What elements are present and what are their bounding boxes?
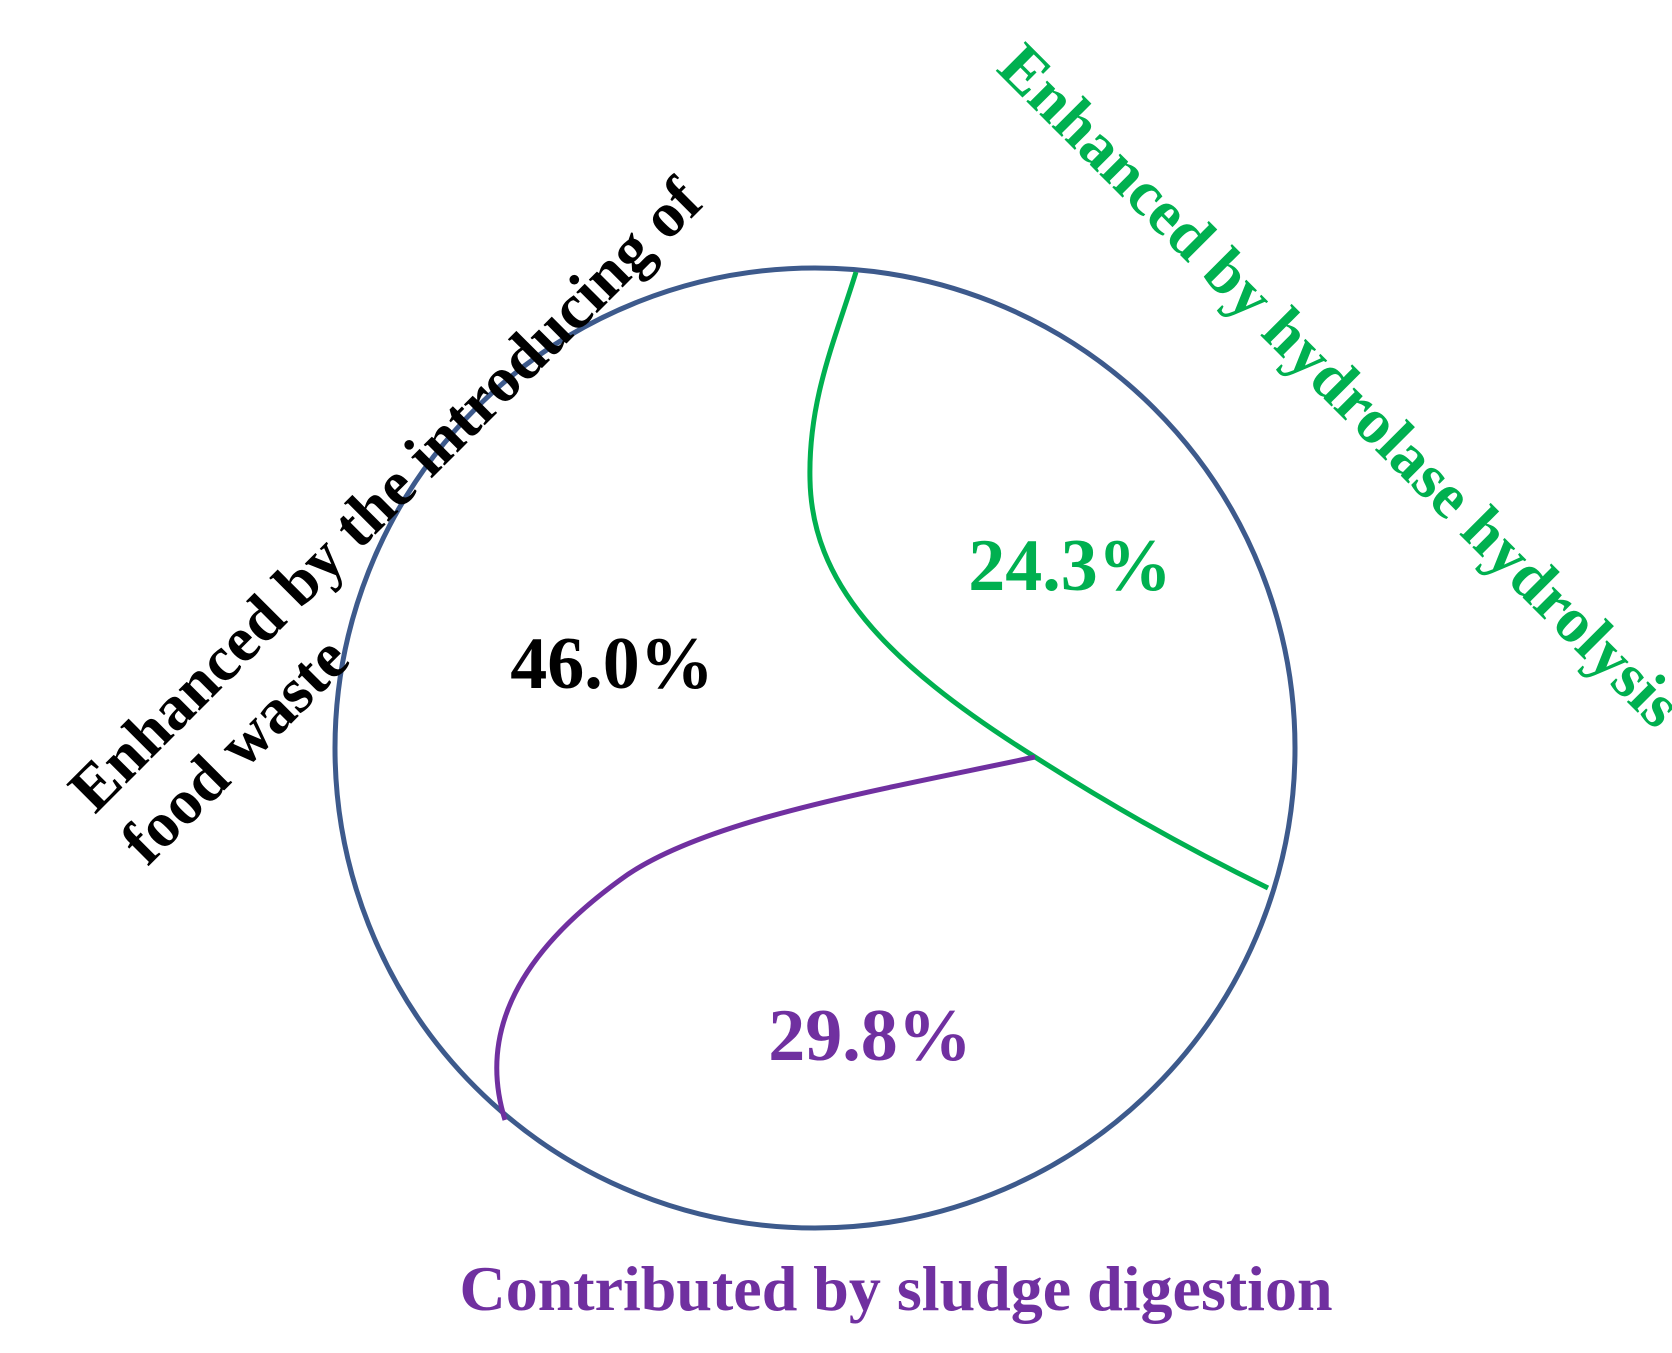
data-label-sludge: 29.8%	[768, 995, 972, 1077]
category-label-food-waste: Enhanced by the introducing of food wast…	[55, 164, 716, 877]
data-label-food-waste: 46.0%	[510, 623, 714, 705]
slice-boundary-sludge	[494, 754, 1036, 1121]
slice-boundary-hydrolysis	[807, 271, 1270, 891]
category-label-hydrolysis: Enhanced by hydrolase hydrolysis	[985, 30, 1672, 741]
data-label-hydrolysis: 24.3%	[968, 525, 1172, 607]
category-label-food-waste-line1: Enhanced by the introducing of	[55, 164, 716, 825]
pie-outline	[332, 265, 1298, 1231]
category-label-sludge: Contributed by sludge digestion	[459, 1253, 1332, 1324]
